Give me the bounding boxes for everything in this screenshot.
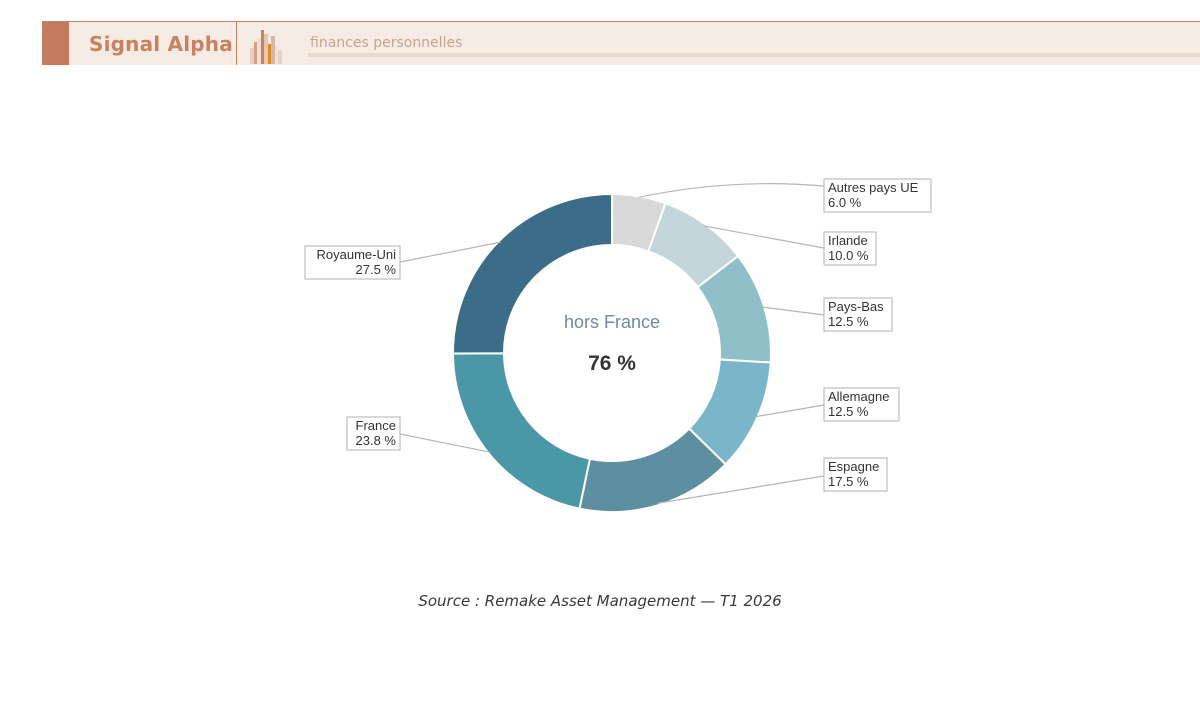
label-box-espagne <box>823 457 888 492</box>
slice-name-label: Royaume-Uni <box>317 247 397 262</box>
center-value: 76 % <box>588 352 636 375</box>
leader-line-royaume-uni <box>399 241 501 263</box>
slice-name-label: Allemagne <box>828 389 889 404</box>
label-box-allemagne <box>823 387 900 422</box>
slice-france[interactable] <box>451 352 592 510</box>
label-box-pays-bas <box>823 297 893 332</box>
leader-line-irlande <box>704 225 825 249</box>
slice-name-label: Irlande <box>828 233 868 248</box>
slice-name-label: Espagne <box>828 459 879 474</box>
slice-value-label: 12.5 % <box>828 314 869 329</box>
label-box-france <box>346 416 401 451</box>
leader-line-pays-bas <box>762 306 825 316</box>
center-label: hors France <box>564 312 660 332</box>
leader-line-allemagne <box>755 404 825 418</box>
source-note: Source : Remake Asset Management — T1 20… <box>418 592 782 610</box>
header-banner: Signal Alpha finances personnelles <box>42 21 1200 65</box>
banner-separator <box>236 22 237 65</box>
leader-line-autres-pays-ue <box>638 183 825 198</box>
bar-chart-logo-icon <box>250 30 282 64</box>
banner-accent-block <box>42 22 69 65</box>
brand-title[interactable]: Signal Alpha <box>89 32 233 56</box>
label-box-royaume-uni <box>304 245 401 280</box>
slice-value-label: 6.0 % <box>828 195 862 210</box>
slice-value-label: 27.5 % <box>356 262 397 277</box>
leader-line-espagne <box>657 475 825 504</box>
banner-subtitle: finances personnelles <box>310 35 463 51</box>
slice-value-label: 12.5 % <box>828 404 869 419</box>
slice-value-label: 23.8 % <box>356 433 397 448</box>
slice-royaume-uni[interactable] <box>452 192 613 355</box>
slice-name-label: Autres pays UE <box>828 180 919 195</box>
label-box-autres-pays-ue <box>823 178 932 213</box>
slice-name-label: France <box>356 418 396 433</box>
slice-name-label: Pays-Bas <box>828 299 884 314</box>
slice-value-label: 10.0 % <box>828 248 869 263</box>
label-box-irlande <box>823 231 877 266</box>
slice-value-label: 17.5 % <box>828 474 869 489</box>
banner-rule <box>308 53 1200 57</box>
leader-line-france <box>399 433 491 453</box>
